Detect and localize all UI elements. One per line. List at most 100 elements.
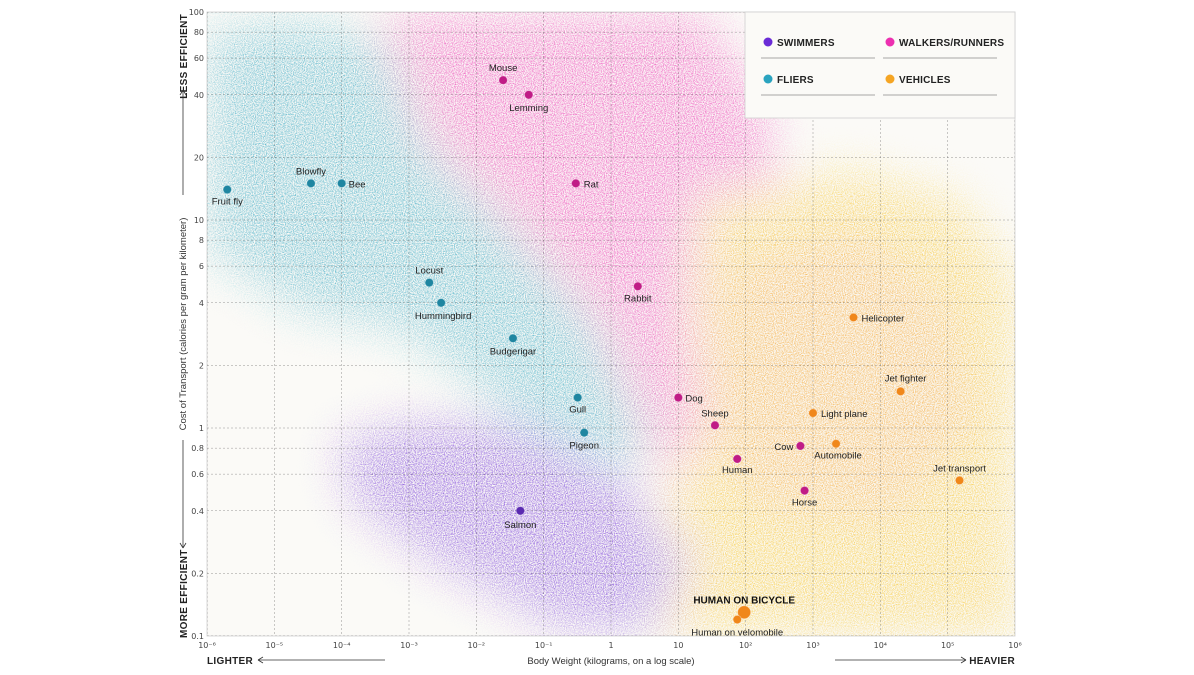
sheep-label: Sheep (701, 408, 728, 419)
lemming-label: Lemming (509, 103, 548, 114)
x-axis-title: Body Weight (kilograms, on a log scale) (527, 656, 694, 667)
budgerigar-point (508, 333, 518, 343)
y-tick-label: 80 (194, 28, 204, 37)
blowfly-label: Blowfly (296, 166, 326, 177)
less-efficient-label: LESS EFFICIENT (179, 14, 190, 99)
y-tick-label: 8 (199, 236, 204, 245)
y-tick-label: 20 (194, 153, 204, 162)
rabbit-point (633, 281, 643, 291)
less-efficient-arrowhead (179, 89, 187, 96)
lighter-annotation: LIGHTER (207, 656, 385, 667)
x-tick-label: 10 (673, 641, 683, 650)
gull-point (573, 393, 583, 403)
legend: SWIMMERS WALKERS/RUNNERS FLIERS VEHICLES (744, 11, 1016, 119)
heavier-arrowhead (960, 656, 967, 664)
less-efficient-annotation: LESS EFFICIENT (179, 14, 190, 195)
y-tick-label: 100 (189, 8, 204, 17)
dog-label: Dog (685, 394, 702, 405)
dog-point (673, 393, 683, 403)
x-tick-label: 10⁻⁶ (198, 641, 216, 650)
rat-point (571, 178, 581, 188)
jet-transport-point (954, 475, 965, 485)
walkers-legend-label: WALKERS/RUNNERS (899, 38, 1004, 49)
mouse-point (498, 75, 508, 85)
swimmers-legend-marker (763, 37, 773, 47)
more-efficient-annotation: MORE EFFICIENT (179, 440, 190, 638)
pigeon-label: Pigeon (569, 441, 599, 452)
y-tick-label: 2 (199, 361, 204, 370)
lighter-arrowhead (257, 656, 264, 664)
x-tick-label: 10⁻⁵ (266, 641, 284, 650)
y-tick-label: 4 (199, 299, 204, 308)
light-plane-point (808, 408, 818, 418)
y-tick-label: 1 (199, 424, 204, 433)
y-axis-title: Cost of Transport (calories per gram per… (178, 218, 189, 431)
heavier-annotation: HEAVIER (835, 656, 1015, 667)
human-on-velomobile-label: Human on velomobile (691, 628, 783, 639)
x-tick-label: 10⁻² (468, 641, 486, 650)
jet-transport-label: Jet transport (933, 463, 986, 474)
y-tick-label: 40 (194, 91, 204, 100)
y-tick-labels: 0.1 0.2 0.4 0.6 0.8 1 2 4 6 8 10 20 40 60 80 100 (189, 8, 204, 641)
swimmers-cloud (340, 420, 690, 630)
horse-point (799, 486, 810, 496)
x-tick-label: 10⁻³ (400, 641, 418, 650)
x-tick-label: 10⁴ (874, 641, 887, 650)
legend-box (744, 11, 1016, 119)
pigeon-point (579, 428, 589, 438)
bee-label: Bee (349, 179, 366, 190)
gull-label: Gull (569, 405, 586, 416)
x-tick-label: 10⁵ (941, 641, 954, 650)
y-tick-label: 0.2 (191, 569, 204, 578)
more-efficient-arrowhead (179, 542, 187, 549)
x-tick-label: 10³ (806, 641, 819, 650)
light-plane-label: Light plane (821, 409, 867, 420)
data-points: Fruit fly Blowfly Bee Locust Hummingbird Budg… (212, 63, 987, 638)
walkers-legend-marker (885, 37, 895, 47)
more-efficient-label: MORE EFFICIENT (179, 549, 190, 638)
fruit-fly-label: Fruit fly (212, 197, 243, 208)
cow-point (795, 441, 806, 451)
vehicles-legend-label: VEHICLES (899, 75, 951, 86)
human-point (732, 454, 742, 464)
bee-point (337, 178, 347, 188)
helicopter-label: Helicopter (862, 313, 905, 324)
cow-label: Cow (774, 442, 793, 453)
vehicles-cloud-core (700, 230, 980, 520)
x-tick-labels: 10⁻⁶ 10⁻⁵ 10⁻⁴ 10⁻³ 10⁻² 10⁻¹ 1 10 10² 10³ 10⁴ 10⁵ 1… (198, 641, 1022, 650)
x-tick-label: 10⁻¹ (535, 641, 553, 650)
y-tick-label: 0.8 (191, 444, 204, 453)
human-on-velomobile-point (732, 614, 742, 625)
human-on-bicycle-point (737, 605, 752, 620)
salmon-label: Salmon (504, 520, 536, 531)
horse-label: Horse (792, 498, 817, 509)
helicopter-point (848, 312, 859, 323)
x-tick-label: 10² (739, 641, 752, 650)
y-tick-label: 6 (199, 262, 204, 271)
x-tick-label: 10⁻⁴ (333, 641, 351, 650)
hummingbird-label: Hummingbird (415, 311, 472, 322)
budgerigar-label: Budgerigar (490, 346, 536, 357)
salmon-point (515, 506, 525, 516)
y-tick-label: 0.1 (191, 632, 204, 641)
y-tick-label: 0.4 (191, 507, 204, 516)
lighter-label: LIGHTER (207, 656, 253, 667)
human-label: Human (722, 465, 753, 476)
fliers-legend-marker (763, 74, 773, 84)
vehicles-legend-marker (885, 74, 895, 84)
y-tick-label: 60 (194, 54, 204, 63)
swimmers-legend-label: SWIMMERS (777, 38, 835, 49)
jet-fighter-label: Jet fighter (885, 373, 927, 384)
human-on-bicycle-label: HUMAN ON BICYCLE (693, 595, 795, 606)
rabbit-label: Rabbit (624, 293, 652, 304)
fruit-fly-point (222, 185, 232, 195)
lemming-point (524, 90, 534, 100)
automobile-point (831, 439, 841, 449)
heavier-label: HEAVIER (969, 656, 1015, 667)
automobile-label: Automobile (814, 451, 862, 462)
x-tick-label: 10⁶ (1008, 641, 1021, 650)
y-tick-label: 0.6 (191, 470, 204, 479)
blowfly-point (306, 178, 316, 188)
x-tick-label: 1 (608, 641, 613, 650)
